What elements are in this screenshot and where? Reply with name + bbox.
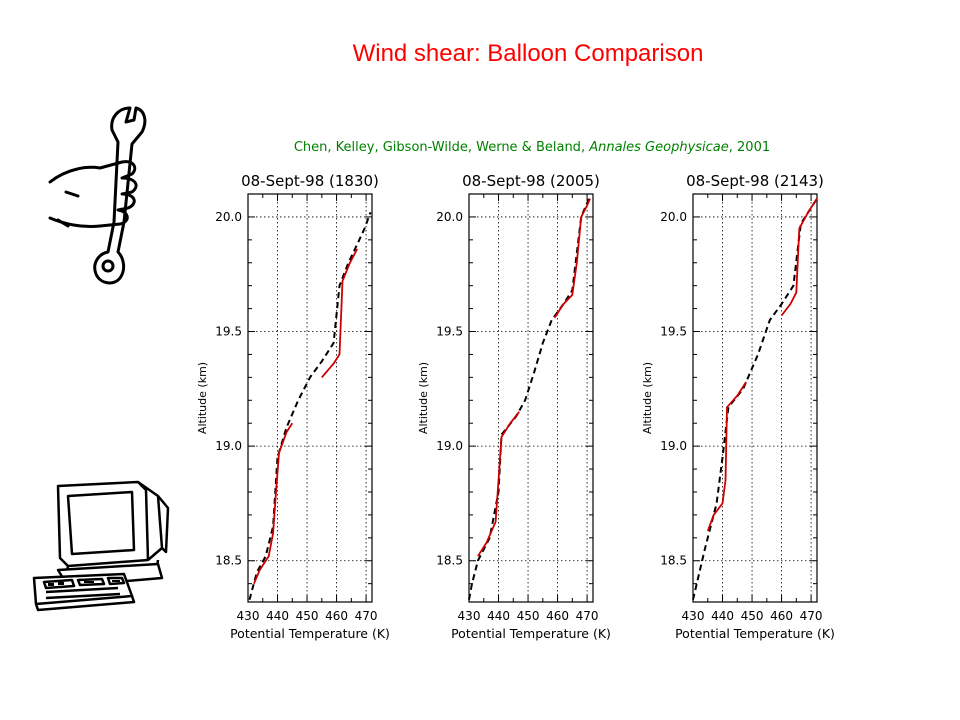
x-axis-label: Potential Temperature (K)	[230, 626, 390, 641]
x-tick-label: 470	[800, 609, 823, 623]
y-tick-label: 19.5	[660, 325, 687, 339]
x-tick-label: 430	[682, 609, 705, 623]
y-tick-label: 18.5	[660, 554, 687, 568]
y-axis-label: Altitude (km)	[417, 362, 430, 434]
plot-frame	[247, 193, 373, 603]
citation-year: , 2001	[728, 140, 771, 155]
y-tick-label: 19.5	[215, 325, 242, 339]
y-axis-label: Altitude (km)	[641, 362, 654, 434]
x-tick-label: 460	[546, 609, 569, 623]
plot-frame	[692, 193, 818, 603]
x-tick-label: 440	[266, 609, 289, 623]
y-tick-label: 19.0	[436, 439, 463, 453]
plot-frame	[468, 193, 594, 603]
x-tick-label: 450	[296, 609, 319, 623]
x-tick-label: 460	[770, 609, 793, 623]
chart-title: 08-Sept-98 (2143)	[686, 172, 824, 190]
measured-profile-line	[253, 422, 294, 585]
y-tick-label: 19.0	[660, 439, 687, 453]
x-tick-label: 440	[711, 609, 734, 623]
x-axis-label: Potential Temperature (K)	[675, 626, 835, 641]
x-tick-label: 450	[741, 609, 764, 623]
x-tick-label: 470	[576, 609, 599, 623]
chart-title: 08-Sept-98 (2005)	[462, 172, 600, 190]
y-tick-label: 18.5	[215, 554, 242, 568]
citation-authors: Chen, Kelley, Gibson-Wilde, Werne & Bela…	[293, 140, 590, 155]
x-tick-label: 470	[355, 609, 378, 623]
computer-terminal-icon	[32, 480, 170, 612]
measured-profile-line	[321, 248, 358, 378]
measured-profile-line	[706, 381, 747, 532]
chart-1: 430 440 450 460 470 18.5 19.0 19.5 20.0 08-Sept-9…	[196, 172, 390, 641]
y-tick-label: 20.0	[660, 210, 687, 224]
x-tick-label: 460	[325, 609, 348, 623]
wrench-in-hand-icon	[48, 106, 147, 285]
x-axis-label: Potential Temperature (K)	[451, 626, 611, 641]
y-axis-label: Altitude (km)	[196, 362, 209, 434]
x-tick-label: 440	[487, 609, 510, 623]
y-tick-label: 19.5	[436, 325, 463, 339]
x-tick-label: 430	[458, 609, 481, 623]
measured-profile-line	[780, 198, 818, 317]
chart-title: 08-Sept-98 (1830)	[241, 172, 379, 190]
measured-profile-line	[553, 198, 591, 319]
y-tick-label: 19.0	[215, 439, 242, 453]
y-tick-label: 20.0	[215, 210, 242, 224]
x-tick-label: 430	[237, 609, 260, 623]
x-tick-label: 450	[517, 609, 540, 623]
model-profile-line	[468, 195, 591, 600]
chart-3: 430 440 450 460 470 18.5 19.0 19.5 20.0 08-Sept-9…	[641, 172, 835, 641]
citation-journal: Annales Geophysicae	[589, 140, 729, 155]
model-profile-line	[248, 211, 372, 600]
citation: Chen, Kelley, Gibson-Wilde, Werne & Bela…	[0, 140, 960, 155]
slide-title: Wind shear: Balloon Comparison	[352, 40, 704, 67]
y-tick-label: 20.0	[436, 210, 463, 224]
measured-profile-line	[477, 411, 520, 557]
y-tick-label: 18.5	[436, 554, 463, 568]
chart-2: 430 440 450 460 470 18.5 19.0 19.5 20.0 08-Sept-9…	[417, 172, 611, 641]
